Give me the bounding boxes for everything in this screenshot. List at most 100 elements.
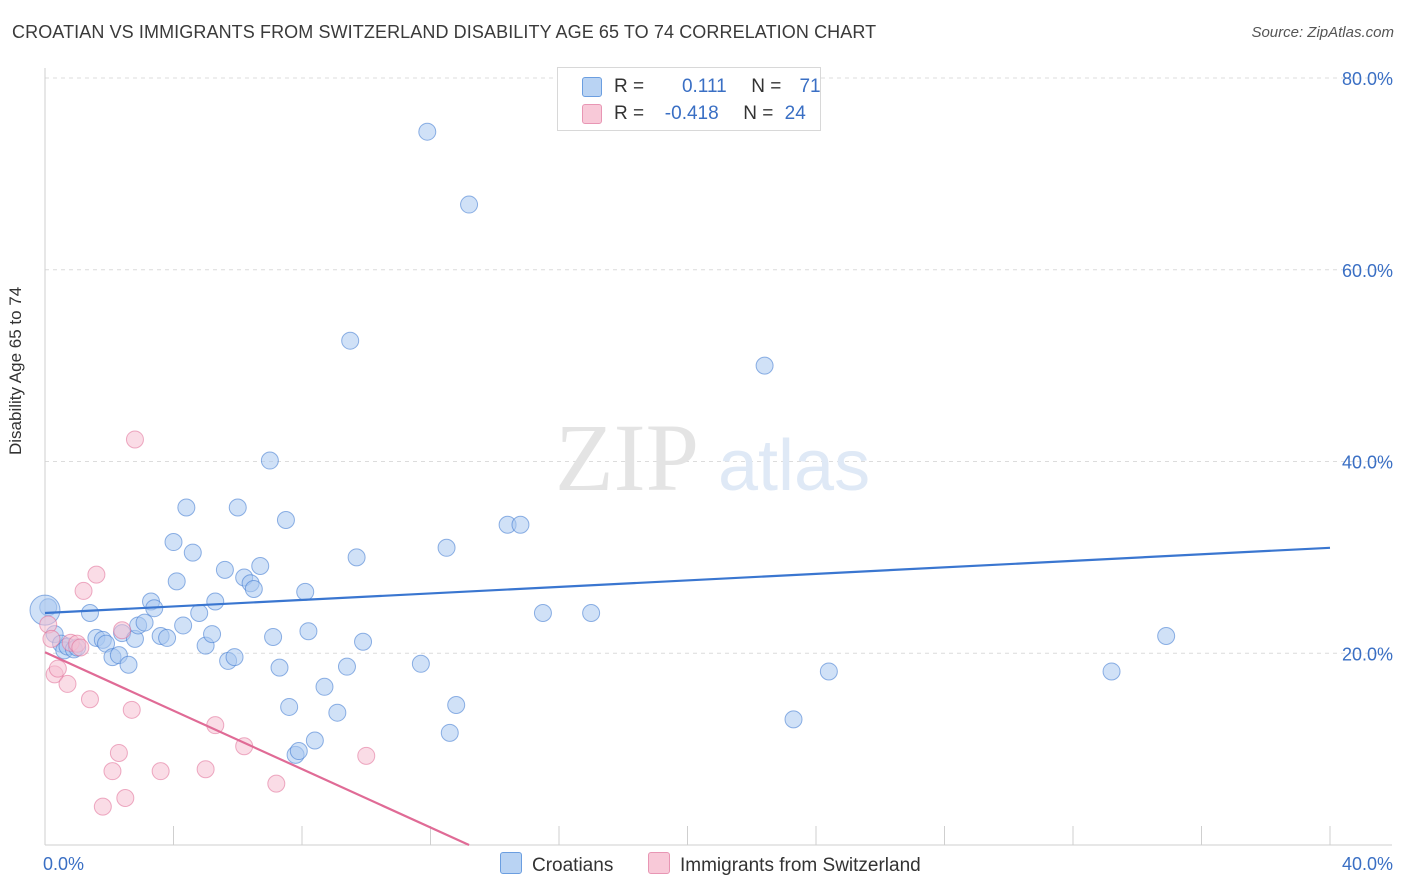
point-swiss (122, 700, 141, 719)
point-croatians (158, 628, 177, 647)
point-croatians (328, 703, 347, 722)
point-croatians (206, 592, 225, 611)
r-value: 0.111 (681, 76, 727, 97)
point-swiss (357, 746, 376, 765)
trend-line-croatians (44, 546, 1331, 615)
watermark: ZIP atlas (555, 404, 870, 511)
legend-swatch-croatians (582, 77, 602, 97)
y-tick-label: 40.0% (1342, 453, 1393, 473)
data-points (29, 122, 1176, 816)
point-croatians (177, 498, 196, 517)
point-croatians (299, 622, 318, 641)
point-swiss (116, 789, 135, 808)
point-croatians (119, 655, 138, 674)
point-croatians (280, 697, 299, 716)
point-croatians (183, 543, 202, 562)
legend-label: Immigrants from Switzerland (680, 855, 921, 876)
point-croatians (582, 603, 601, 622)
legend-swatch (648, 852, 670, 874)
point-swiss (71, 638, 90, 657)
legend-label: Croatians (532, 855, 614, 876)
point-swiss (48, 659, 67, 678)
point-swiss (113, 621, 132, 640)
point-croatians (174, 616, 193, 635)
point-croatians (784, 710, 803, 729)
point-swiss (151, 762, 170, 781)
point-croatians (437, 538, 456, 557)
point-croatians (264, 627, 283, 646)
point-croatians (167, 572, 186, 591)
r-label: R = (614, 76, 645, 97)
x-tick-label: 40.0% (1342, 854, 1393, 874)
legend-swatch (500, 852, 522, 874)
point-swiss (125, 430, 144, 449)
grid (45, 77, 1392, 654)
watermark-atlas: atlas (718, 426, 870, 506)
trend-line-swiss (44, 651, 470, 847)
point-croatians (460, 195, 479, 214)
point-swiss (74, 581, 93, 600)
point-swiss (93, 797, 112, 816)
point-swiss (267, 774, 286, 793)
point-croatians (228, 498, 247, 517)
legend-item-croatians: Croatians (500, 852, 613, 877)
point-croatians (80, 603, 99, 622)
point-swiss (103, 762, 122, 781)
point-croatians (418, 122, 437, 141)
axes (44, 68, 1392, 846)
point-croatians (270, 658, 289, 677)
point-croatians (164, 533, 183, 552)
point-croatians (296, 582, 315, 601)
point-croatians (447, 696, 466, 715)
point-croatians (289, 742, 308, 761)
point-croatians (203, 625, 222, 644)
correlation-legend: R = 0.111 N = 71 R = -0.418 N = 24 (557, 67, 821, 131)
point-croatians (251, 557, 270, 576)
r-label: R = (614, 103, 645, 124)
chart-title: CROATIAN VS IMMIGRANTS FROM SWITZERLAND … (12, 22, 877, 42)
point-swiss (80, 690, 99, 709)
point-croatians (244, 580, 263, 599)
point-croatians (135, 613, 154, 632)
series-legend: Croatians Immigrants from Switzerland (0, 852, 1406, 878)
y-tick-label: 60.0% (1342, 261, 1393, 281)
point-croatians (411, 654, 430, 673)
y-axis-label: Disability Age 65 to 74 (6, 286, 25, 455)
tick-labels: 20.0% 40.0% 60.0% 80.0% 0.0% 40.0% (43, 69, 1393, 874)
legend-swatch-swiss (582, 104, 602, 124)
point-croatians (337, 657, 356, 676)
point-swiss (87, 565, 106, 584)
trend-lines (44, 546, 1331, 847)
point-croatians (1102, 662, 1121, 681)
point-croatians (305, 731, 324, 750)
n-label: N = (751, 76, 782, 97)
point-croatians (440, 723, 459, 742)
point-swiss (196, 760, 215, 779)
point-swiss (42, 629, 61, 648)
point-swiss (206, 716, 225, 735)
point-croatians (190, 603, 209, 622)
source-label: Source: ZipAtlas.com (1251, 24, 1394, 41)
point-croatians (1157, 626, 1176, 645)
watermark-zip: ZIP (555, 404, 699, 511)
x-tick-label: 0.0% (43, 854, 84, 874)
point-croatians (276, 510, 295, 529)
r-value: -0.418 (664, 103, 719, 124)
point-croatians (755, 356, 774, 375)
n-value: 71 (799, 76, 821, 97)
point-croatians (347, 548, 366, 567)
point-croatians (341, 331, 360, 350)
y-tick-label: 80.0% (1342, 69, 1393, 89)
point-swiss (58, 674, 77, 693)
point-croatians (533, 603, 552, 622)
point-croatians (511, 515, 530, 534)
point-croatians (315, 677, 334, 696)
n-value: 24 (784, 103, 806, 124)
n-label: N = (743, 103, 774, 124)
point-croatians (354, 632, 373, 651)
point-croatians (225, 648, 244, 667)
point-croatians (215, 560, 234, 579)
point-croatians (819, 662, 838, 681)
y-tick-label: 20.0% (1342, 644, 1393, 664)
